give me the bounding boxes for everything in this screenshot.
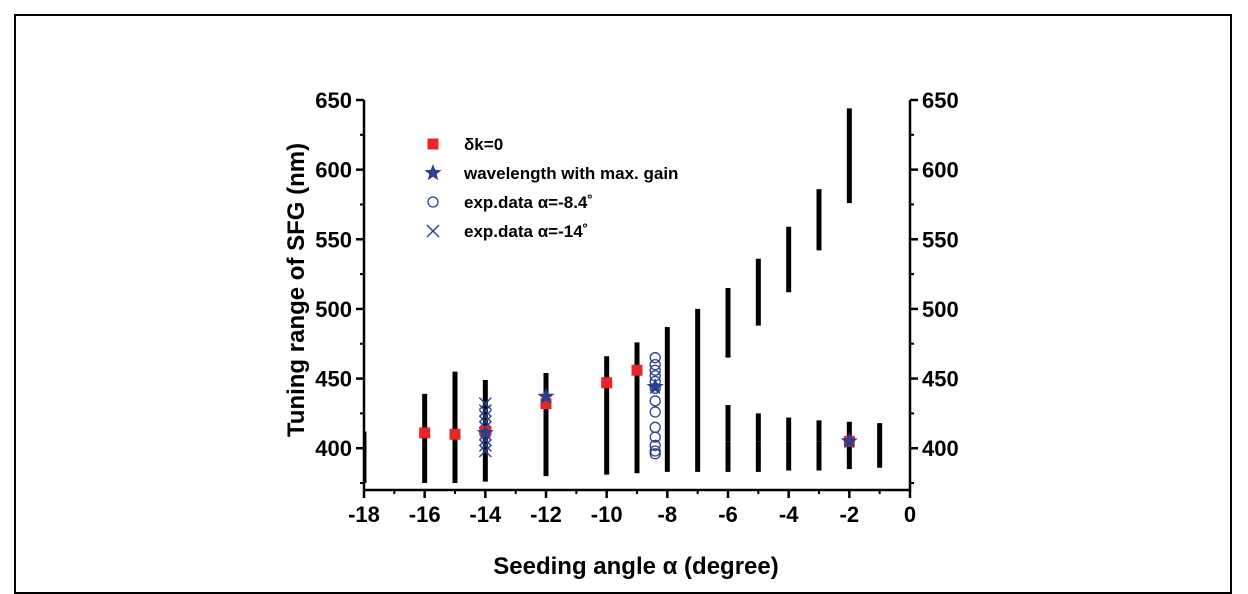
data-point-star (646, 377, 664, 395)
right-y-tick-label: 450 (922, 367, 959, 392)
legend-label: exp.data α=-8.4˚ (464, 193, 593, 212)
legend-marker-circle (427, 196, 439, 208)
data-point-circle (649, 395, 661, 407)
y-tick-label: 600 (315, 158, 352, 183)
x-marker-stroke (478, 438, 492, 452)
legend-label: wavelength with max. gain (463, 164, 678, 183)
data-point-star (537, 387, 555, 404)
legend-label: δk=0 (464, 135, 503, 154)
x-tick-label: -16 (409, 502, 441, 527)
y-tick-label: 500 (315, 297, 352, 322)
y-tick-label: 650 (315, 88, 352, 113)
data-point-circle (649, 448, 661, 460)
data-point-circle (649, 406, 661, 418)
data-point-star (840, 432, 858, 449)
legend-marker-square (427, 138, 439, 150)
x-tick-label: -18 (348, 502, 380, 527)
data-point-circle (649, 364, 661, 376)
legend-marker-x (426, 224, 440, 238)
data-point-circle (649, 431, 661, 443)
x-axis-title: Seeding angle α (degree) (493, 553, 778, 580)
x-tick-label: -12 (530, 502, 562, 527)
legend: δk=0 wavelength with max. gain exp.data α=… (424, 135, 678, 241)
data-markers (419, 352, 858, 460)
data-point-circle (649, 358, 661, 371)
legend-marker-star (424, 164, 442, 181)
y-tick-label: 550 (315, 227, 352, 252)
x-tick-label: -14 (469, 502, 502, 527)
data-point-circle (649, 445, 661, 457)
right-y-tick-label: 550 (922, 227, 959, 252)
data-point-x (478, 444, 492, 458)
x-marker-stroke (478, 444, 492, 458)
data-point-circle (649, 421, 661, 433)
x-tick-label: -8 (658, 502, 678, 527)
x-tick-label: -10 (591, 502, 623, 527)
data-point-square (540, 398, 552, 410)
y-axis-title: Tuning range of SFG (nm) (283, 143, 310, 437)
data-point-x (478, 397, 492, 411)
right-y-tick-label: 400 (922, 436, 959, 461)
data-point-square (449, 428, 461, 440)
right-y-tick-label: 600 (922, 158, 959, 183)
data-point-star (476, 423, 494, 441)
x-tick-label: -4 (779, 502, 799, 527)
x-marker-stroke (478, 409, 492, 423)
x-tick-label: -2 (840, 502, 860, 527)
data-point-circle (649, 439, 661, 452)
legend-label: exp.data α=-14˚ (464, 222, 588, 241)
data-point-x (478, 404, 492, 418)
right-y-tick-label: 650 (922, 88, 959, 113)
x-marker-stroke (478, 404, 492, 418)
data-point-circle (649, 352, 661, 364)
axes: -18 -16 -14 -12 -10 -8 -6 -4 -2 0 400 450 500 550 600 6… (315, 88, 958, 527)
y-tick-label: 450 (315, 367, 352, 392)
x-marker-stroke (478, 397, 492, 411)
x-marker-stroke (426, 224, 440, 238)
right-y-tick-label: 500 (922, 297, 959, 322)
x-tick-label: -6 (718, 502, 738, 527)
data-point-x (478, 438, 492, 452)
data-point-x (478, 409, 492, 423)
data-point-x (478, 415, 492, 429)
data-point-square (601, 377, 613, 389)
data-point-square (419, 427, 431, 439)
y-tick-label: 400 (315, 436, 352, 461)
data-point-square (631, 364, 643, 376)
x-marker-stroke (478, 415, 492, 429)
x-tick-label: 0 (904, 502, 916, 527)
